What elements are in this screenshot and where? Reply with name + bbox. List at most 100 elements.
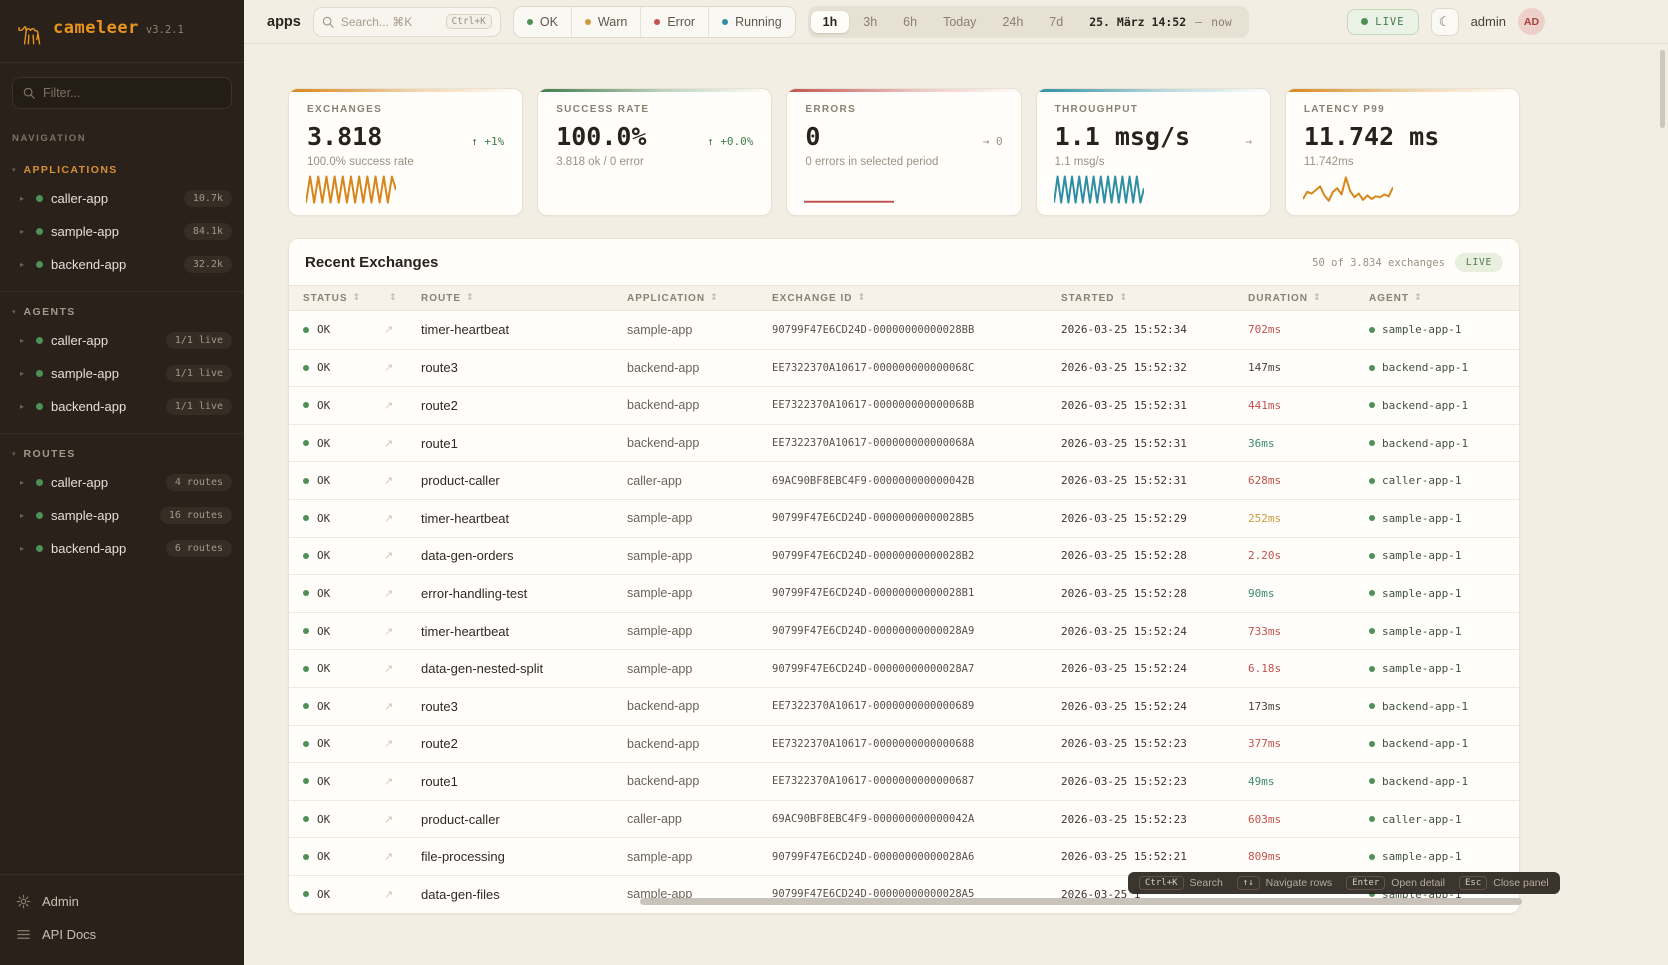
filter-chip-warn[interactable]: Warn [570,6,640,37]
agent-name[interactable]: sample-app-1 [1382,850,1462,864]
sidebar-filter-input[interactable] [43,86,221,100]
horizontal-scrollbar[interactable] [640,898,1522,905]
open-exchange-icon[interactable]: ↗ [384,550,394,563]
avatar[interactable]: AD [1518,8,1545,35]
stat-card-errors[interactable]: ERRORS 0 → 0 0 errors in selected period [786,88,1022,216]
agent-name[interactable]: sample-app-1 [1382,323,1462,337]
sidebar-item-caller-app[interactable]: ▸ caller-app 10.7k [0,182,244,215]
table-row[interactable]: OK ↗ timer-heartbeat sample-app 90799F47E6CD… [289,311,1519,349]
table-row[interactable]: OK ↗ data-gen-orders sample-app 90799F47E6CD… [289,536,1519,575]
sidebar-item-sample-app[interactable]: ▸ sample-app 16 routes [0,499,244,532]
agent-name[interactable]: backend-app-1 [1382,398,1469,412]
agent-name[interactable]: caller-app-1 [1382,812,1462,826]
route-name[interactable]: error-handling-test [421,585,528,601]
agent-name[interactable]: caller-app-1 [1382,474,1462,488]
route-name[interactable]: data-gen-files [421,886,500,902]
route-name[interactable]: route1 [421,435,458,451]
application-name[interactable]: sample-app [627,511,693,526]
application-name[interactable]: backend-app [627,774,700,789]
table-row[interactable]: OK ↗ product-caller caller-app 69AC90BF8EBC4… [289,799,1519,838]
sidebar-item-caller-app[interactable]: ▸ caller-app 4 routes [0,466,244,499]
open-exchange-icon[interactable]: ↗ [384,625,394,638]
open-exchange-icon[interactable]: ↗ [384,362,394,375]
range-button-today[interactable]: Today [931,11,988,33]
column-header-application[interactable]: APPLICATION ↕ [627,293,772,304]
column-header-link[interactable]: ↕ [384,293,421,303]
route-name[interactable]: route2 [421,397,458,413]
route-name[interactable]: route1 [421,773,458,789]
theme-toggle-button[interactable]: ☾ [1430,7,1459,36]
open-exchange-icon[interactable]: ↗ [384,813,394,826]
range-button-24h[interactable]: 24h [990,11,1035,33]
route-name[interactable]: route3 [421,698,458,714]
application-name[interactable]: backend-app [627,699,700,714]
range-button-3h[interactable]: 3h [851,11,889,33]
filter-chip-running[interactable]: Running [708,6,795,37]
route-name[interactable]: route2 [421,736,458,752]
route-name[interactable]: file-processing [421,849,505,865]
open-exchange-icon[interactable]: ↗ [384,700,394,713]
route-name[interactable]: timer-heartbeat [421,322,510,338]
application-name[interactable]: sample-app [627,849,693,864]
column-header-started[interactable]: STARTED ↕ [1061,293,1248,304]
global-search[interactable]: Ctrl+K [312,6,501,37]
agent-name[interactable]: backend-app-1 [1382,774,1469,788]
table-row[interactable]: OK ↗ timer-heartbeat sample-app 90799F47E6CD… [289,611,1519,650]
filter-chip-ok[interactable]: OK [514,7,571,37]
sidebar-item-caller-app[interactable]: ▸ caller-app 1/1 live [0,324,244,357]
agent-name[interactable]: sample-app-1 [1382,511,1462,525]
agent-name[interactable]: sample-app-1 [1382,586,1462,600]
agent-name[interactable]: backend-app-1 [1382,436,1469,450]
range-button-7d[interactable]: 7d [1037,11,1075,33]
table-row[interactable]: OK ↗ route3 backend-app EE7322370A10617-0000… [289,686,1519,725]
sidebar-item-backend-app[interactable]: ▸ backend-app 1/1 live [0,390,244,423]
open-exchange-icon[interactable]: ↗ [384,587,394,600]
open-exchange-icon[interactable]: ↗ [384,775,394,788]
open-exchange-icon[interactable]: ↗ [384,437,394,450]
open-exchange-icon[interactable]: ↗ [384,512,394,525]
sidebar-item-sample-app[interactable]: ▸ sample-app 1/1 live [0,357,244,390]
application-name[interactable]: backend-app [627,736,700,751]
column-header-agent[interactable]: AGENT ↕ [1369,293,1505,304]
section-header-applications[interactable]: ▾ APPLICATIONS [0,158,244,182]
route-name[interactable]: route3 [421,360,458,376]
open-exchange-icon[interactable]: ↗ [384,399,394,412]
application-name[interactable]: backend-app [627,360,700,375]
open-exchange-icon[interactable]: ↗ [384,851,394,864]
stat-card-throughput[interactable]: THROUGHPUT 1.1 msg/s → 1.1 msg/s [1035,88,1271,216]
application-name[interactable]: sample-app [627,548,693,563]
route-name[interactable]: timer-heartbeat [421,623,510,639]
sidebar-item-backend-app[interactable]: ▸ backend-app 32.2k [0,248,244,281]
route-name[interactable]: product-caller [421,473,500,489]
column-header-status[interactable]: STATUS ↕ [303,293,384,304]
table-row[interactable]: OK ↗ data-gen-nested-split sample-app 90799F… [289,649,1519,687]
sidebar-footer-api-docs[interactable]: API Docs [0,918,244,951]
agent-name[interactable]: sample-app-1 [1382,624,1462,638]
section-header-agents[interactable]: ▾ AGENTS [0,300,244,324]
search-input[interactable] [340,14,439,29]
table-row[interactable]: OK ↗ route2 backend-app EE7322370A10617-0000… [289,386,1519,424]
table-row[interactable]: OK ↗ timer-heartbeat sample-app 90799F47E6CD… [289,498,1519,537]
sidebar-item-sample-app[interactable]: ▸ sample-app 84.1k [0,215,244,248]
stat-card-exchanges[interactable]: EXCHANGES 3.818 ↑ +1% 100.0% success rate [288,88,524,216]
application-name[interactable]: sample-app [627,322,693,337]
sidebar-item-backend-app[interactable]: ▸ backend-app 6 routes [0,532,244,565]
stat-card-latency-p99[interactable]: LATENCY P99 11.742 ms 11.742ms [1284,88,1521,216]
application-name[interactable]: backend-app [627,436,700,451]
route-name[interactable]: product-caller [421,811,500,827]
route-name[interactable]: timer-heartbeat [421,510,510,526]
table-row[interactable]: OK ↗ route2 backend-app EE7322370A10617-0000… [289,724,1519,763]
table-row[interactable]: OK ↗ route1 backend-app EE7322370A10617-0000… [289,762,1519,800]
range-button-6h[interactable]: 6h [891,11,929,33]
open-exchange-icon[interactable]: ↗ [384,324,394,337]
column-header-duration[interactable]: DURATION ↕ [1248,293,1369,304]
live-toggle[interactable]: LIVE [1347,8,1419,35]
open-exchange-icon[interactable]: ↗ [384,738,394,751]
agent-name[interactable]: backend-app-1 [1382,699,1469,713]
column-header-route[interactable]: ROUTE ↕ [421,293,627,304]
application-name[interactable]: backend-app [627,398,700,413]
column-header-exchange-id[interactable]: EXCHANGE ID ↕ [772,293,1061,304]
application-name[interactable]: sample-app [627,586,693,601]
section-header-routes[interactable]: ▾ ROUTES [0,442,244,466]
filter-chip-error[interactable]: Error [640,6,708,37]
